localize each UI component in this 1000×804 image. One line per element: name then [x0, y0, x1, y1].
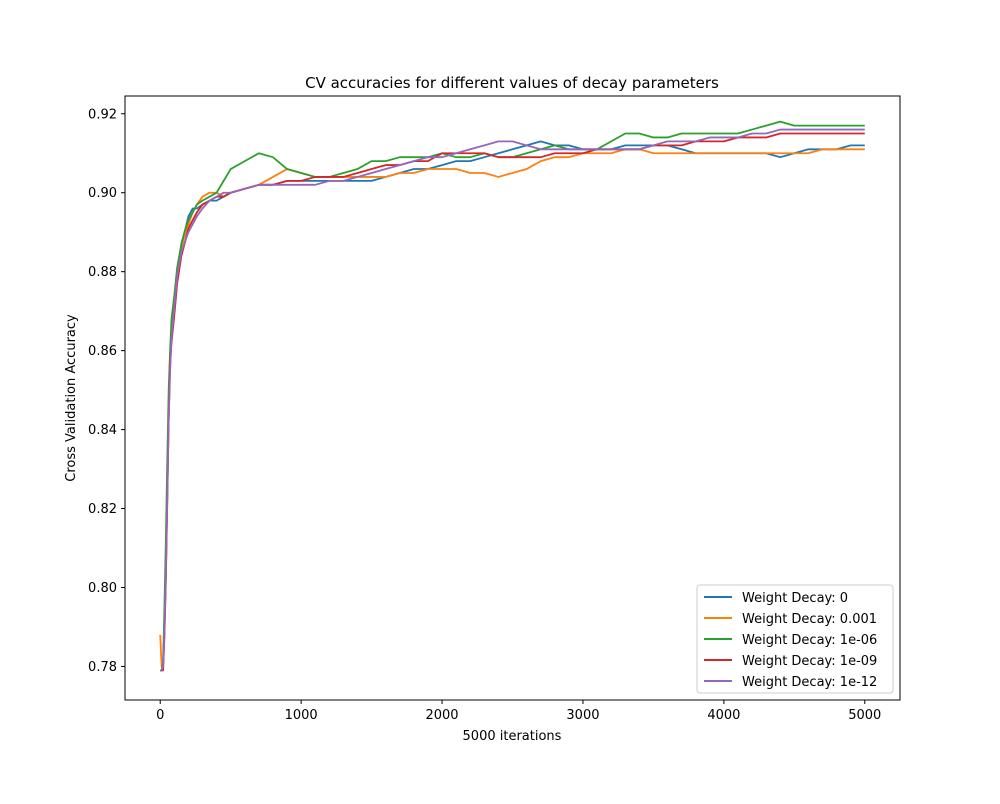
- x-tick-label: 0: [156, 708, 164, 723]
- legend-box: [696, 584, 894, 694]
- y-tick-label: 0.88: [88, 265, 117, 280]
- x-tick-label: 1000: [285, 708, 318, 723]
- series-line-2: [160, 120, 865, 672]
- y-tick-label: 0.86: [88, 344, 117, 359]
- legend-label-3: Weight Decay: 1e-09: [742, 654, 877, 669]
- y-tick-label: 0.90: [88, 186, 117, 201]
- plot-area: [159, 120, 865, 672]
- x-tick-label: 4000: [707, 708, 740, 723]
- legend-label-2: Weight Decay: 1e-06: [742, 633, 877, 648]
- axes-frame: [124, 95, 901, 701]
- axes: 0 1000 2000 3000 4000 5000 0.78 0.80 0.82 0.84 0.8…: [88, 95, 901, 723]
- x-tick-label: 3000: [566, 708, 599, 723]
- y-tick-label: 0.92: [88, 107, 117, 122]
- x-tick-label: 5000: [848, 708, 881, 723]
- series-line-4: [160, 128, 865, 672]
- legend-label-0: Weight Decay: 0: [742, 591, 848, 606]
- chart-title: CV accuracies for different values of de…: [305, 74, 719, 92]
- y-tick-label: 0.82: [88, 502, 117, 517]
- y-tick-label: 0.78: [88, 660, 117, 675]
- x-tick-label: 2000: [425, 708, 458, 723]
- x-axis-label: 5000 iterations: [463, 729, 562, 744]
- legend-label-4: Weight Decay: 1e-12: [742, 675, 877, 690]
- y-axis-label: Cross Validation Accuracy: [64, 314, 79, 482]
- y-tick-label: 0.84: [88, 423, 117, 438]
- legend-label-1: Weight Decay: 0.001: [742, 612, 877, 627]
- y-tick-label: 0.80: [88, 581, 117, 596]
- legend: Weight Decay: 0 Weight Decay: 0.001 Weight…: [696, 584, 894, 694]
